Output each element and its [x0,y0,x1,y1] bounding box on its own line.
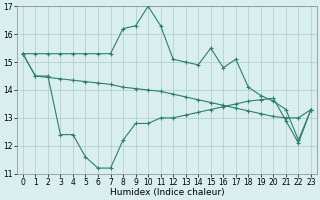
X-axis label: Humidex (Indice chaleur): Humidex (Indice chaleur) [109,188,224,197]
